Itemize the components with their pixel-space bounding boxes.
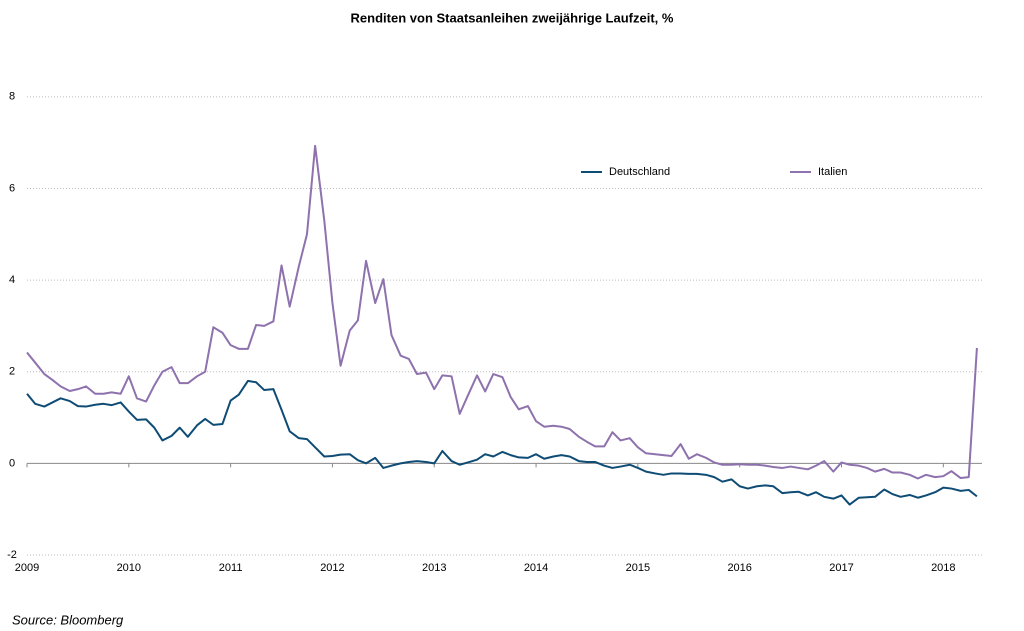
series-line [26,144,978,480]
x-tick-label: 2018 [931,562,955,574]
y-tick-label: 4 [9,274,15,286]
x-tick-label: 2014 [524,562,548,574]
x-tick-label: 2017 [829,562,853,574]
source: Source: Bloomberg [12,612,124,627]
x-tick-label: 2012 [320,562,344,574]
y-tick-label: 6 [9,182,15,194]
x-tick-label: 2009 [15,562,39,574]
y-tick-label: -2 [7,549,17,561]
x-tick-label: 2011 [219,562,243,574]
x-tick-label: 2016 [727,562,751,574]
x-tick-label: 2013 [422,562,446,574]
legend-bg [784,162,974,182]
series-line [26,379,978,506]
x-tick-label: 2010 [117,562,141,574]
x-tick-label: 2015 [626,562,650,574]
chart-title: Renditen von Staatsanleihen zweijährige … [351,10,674,25]
legend-label: Deutschland [609,166,670,178]
y-tick-label: 0 [9,457,15,469]
y-tick-label: 2 [9,366,15,378]
legend-label: Italien [818,166,847,178]
y-tick-label: 8 [9,91,15,103]
legend-bg [575,162,765,182]
